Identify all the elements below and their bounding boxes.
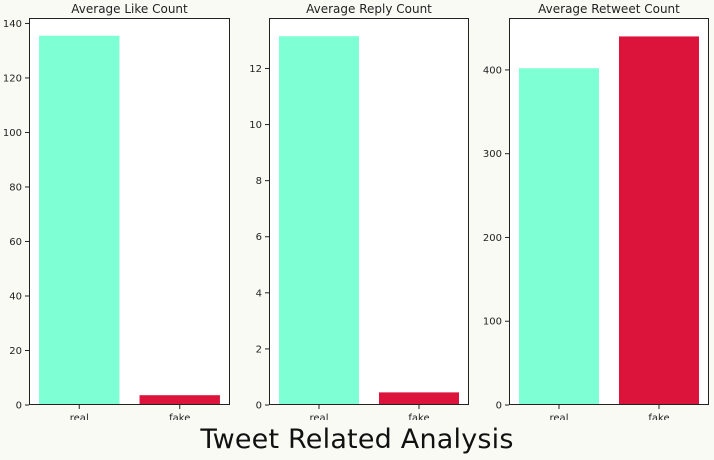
y-tick-label: 400 [483, 65, 502, 76]
bar-fake [139, 395, 220, 405]
y-tick-label: 200 [483, 233, 502, 244]
x-tick-label-real: real [550, 413, 569, 420]
x-tick-label-fake: fake [648, 413, 669, 420]
y-tick-label: 20 [9, 346, 22, 357]
y-tick-label: 0 [16, 401, 22, 412]
y-tick-label: 0 [256, 401, 262, 412]
bar-real [279, 36, 359, 405]
y-tick-label: 300 [483, 149, 502, 160]
y-tick-label: 0 [496, 401, 502, 412]
axes-frame [509, 18, 709, 405]
axes-frame [269, 18, 469, 405]
y-tick-label: 120 [3, 73, 22, 84]
y-tick-label: 40 [9, 291, 22, 302]
y-tick-label: 6 [256, 232, 262, 243]
subplot-3: real fake 0 100 200 300 400 Average Retweet Cou… [483, 2, 709, 420]
subplot-title: Average Like Count [71, 2, 188, 16]
figure-title: Tweet Related Analysis [200, 424, 514, 455]
y-tick-label: 140 [3, 19, 22, 30]
y-tick-label: 4 [256, 288, 262, 299]
y-tick-label: 100 [3, 128, 22, 139]
bar-real [519, 68, 599, 406]
y-tick-label: 10 [249, 120, 262, 131]
bar-real [39, 35, 120, 406]
y-tick-label: 2 [256, 344, 262, 355]
subplot-title: Average Reply Count [306, 2, 432, 16]
y-tick-label: 80 [9, 182, 22, 193]
axes-frame [29, 18, 230, 405]
bar-fake [379, 392, 459, 405]
x-tick-label-fake: fake [408, 413, 429, 420]
subplot-title: Average Retweet Count [538, 2, 680, 16]
y-tick-label: 100 [483, 317, 502, 328]
x-tick-label-real: real [70, 413, 89, 420]
x-tick-label-real: real [310, 413, 329, 420]
subplot-2: real fake 0 2 4 6 8 10 12 Average Reply Count [249, 2, 469, 420]
bar-fake [619, 36, 699, 406]
x-tick-label-fake: fake [169, 413, 190, 420]
y-tick-label: 12 [249, 64, 262, 75]
y-tick-label: 60 [9, 237, 22, 248]
subplot-1: real fake 0 20 40 60 80 100 120 140 Average Like C… [3, 2, 230, 420]
y-tick-label: 8 [256, 176, 262, 187]
